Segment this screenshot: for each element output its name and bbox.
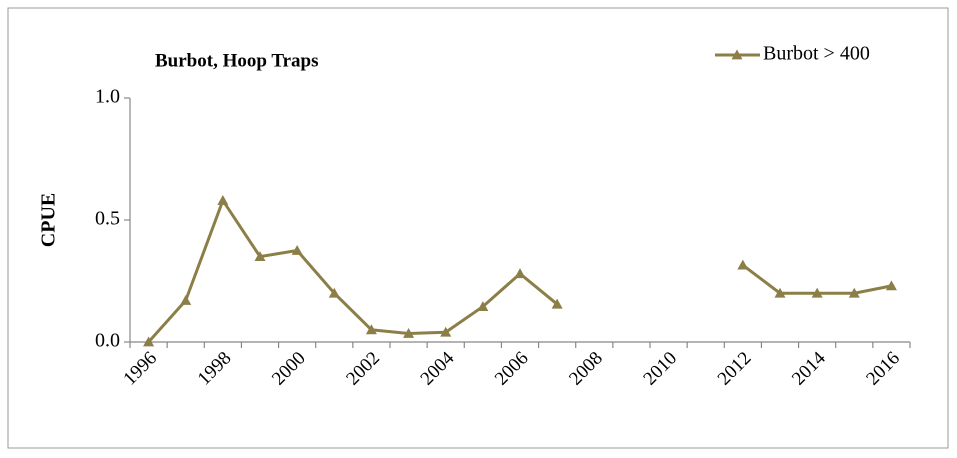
legend-marker [731,49,743,60]
marker [291,245,303,255]
marker [180,295,192,305]
marker [440,326,452,337]
marker [477,301,489,312]
legend-label: Burbot > 400 [763,43,870,65]
x-tick-label: 2016 [862,348,904,390]
x-tick-label: 2000 [268,348,310,390]
y-axis-label: CPUE [38,193,60,247]
marker [811,287,823,298]
marker [848,287,860,298]
chart-title: Burbot, Hoop Traps [155,50,318,71]
x-tick-label: 2006 [491,348,533,390]
marker [885,280,897,291]
marker [514,268,526,279]
x-tick-label: 2002 [342,348,384,390]
y-tick-label: 0.0 [95,330,120,352]
x-tick-label: 2010 [639,348,681,390]
x-tick-label: 2014 [788,347,830,389]
marker [143,336,155,347]
marker [365,324,377,335]
x-tick-label: 2012 [714,348,756,390]
marker [254,251,266,261]
x-tick-label: 2008 [565,348,607,390]
marker [403,327,415,338]
marker [217,194,229,205]
x-tick-label: 2004 [417,347,459,389]
y-tick-label: 0.5 [95,208,120,230]
marker [737,259,749,270]
marker [774,287,786,298]
marker [551,298,563,309]
x-tick-label: 1998 [194,348,236,390]
x-tick-label: 1996 [119,348,161,390]
marker [328,287,340,298]
chart-border [7,7,949,449]
y-tick-label: 1.0 [95,86,120,108]
